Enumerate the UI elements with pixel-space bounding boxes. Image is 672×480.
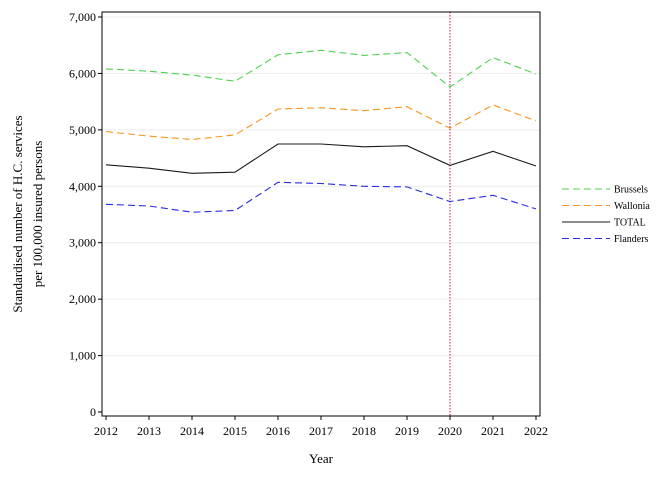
x-tick-label: 2021: [481, 424, 505, 438]
series-line-flanders: [105, 181, 537, 213]
x-tick-label: 2017: [309, 424, 333, 438]
series-line-brussels: [105, 49, 537, 88]
legend-label-total: TOTAL: [614, 218, 646, 229]
y-tick-label: 1,000: [69, 349, 96, 363]
y-tick-label: 5,000: [69, 123, 96, 137]
y-tick-label: 2,000: [69, 292, 96, 306]
x-tick-label: 2022: [524, 424, 548, 438]
x-tick-label: 2013: [137, 424, 161, 438]
x-tick-label: 2018: [352, 424, 376, 438]
x-tick-label: 2015: [223, 424, 247, 438]
x-tick-label: 2019: [395, 424, 419, 438]
y-tick-label: 4,000: [69, 179, 96, 193]
y-axis-title-line-1: Standardised number of H.C. services: [10, 115, 25, 312]
gridlines: [102, 16, 540, 357]
y-tick-label: 6,000: [69, 66, 96, 80]
series-lines: [105, 49, 537, 213]
x-axis-title: Year: [309, 451, 334, 466]
series-line-wallonia: [105, 104, 537, 141]
y-axis-title-line-2: per 100,000 insured persons: [30, 141, 45, 288]
x-tick-label: 2012: [94, 424, 118, 438]
legend: Brussels Wallonia TOTAL Flanders: [562, 185, 650, 245]
series-line-total: [105, 143, 537, 174]
legend-label-brussels: Brussels: [614, 185, 648, 196]
x-tick-label: 2016: [266, 424, 290, 438]
x-tick-label: 2014: [180, 424, 204, 438]
x-tick-label: 2020: [438, 424, 462, 438]
legend-label-wallonia: Wallonia: [614, 201, 650, 212]
y-tick-label: 7,000: [69, 10, 96, 24]
y-tick-label: 3,000: [69, 236, 96, 250]
y-tick-label: 0: [90, 405, 96, 419]
legend-label-flanders: Flanders: [614, 234, 649, 245]
axes: 0 1,000 2,000 3,000 4,000 5,000 6,000 7,000 2012…: [69, 10, 548, 438]
